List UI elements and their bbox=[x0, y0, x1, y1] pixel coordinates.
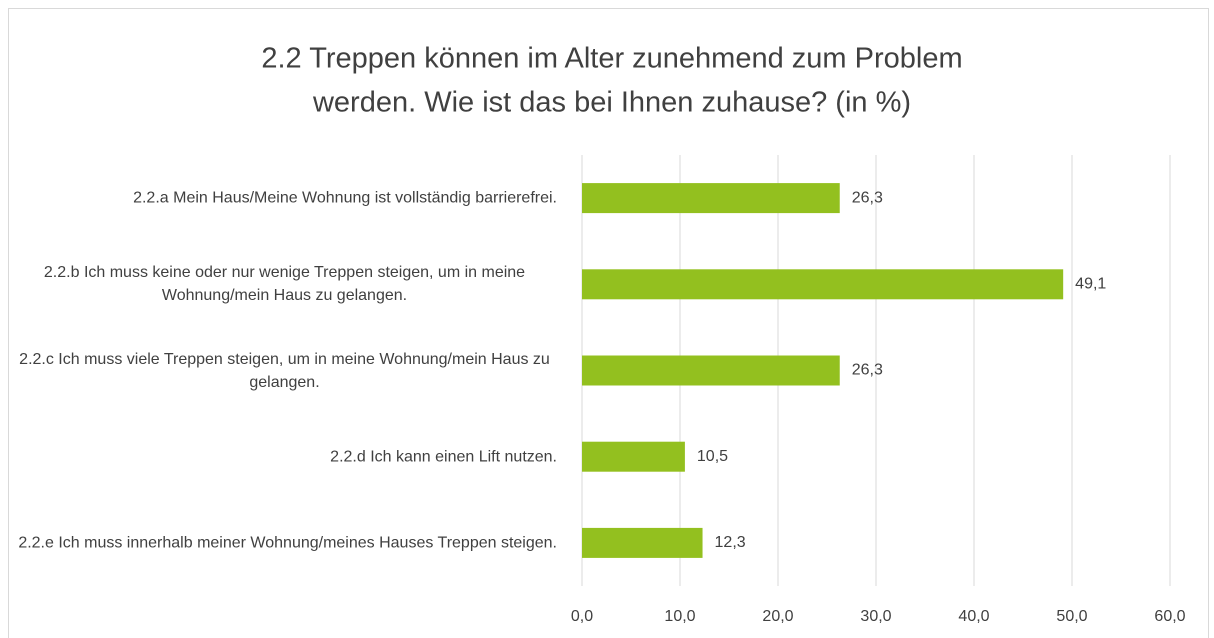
data-label: 12,3 bbox=[715, 534, 746, 551]
bar bbox=[582, 441, 685, 472]
data-label: 49,1 bbox=[1075, 276, 1106, 293]
bar bbox=[582, 183, 840, 214]
bar bbox=[582, 355, 840, 386]
y-tick-label: 2.2.b Ich muss keine oder nur wenige Tre… bbox=[43, 264, 526, 305]
data-label: 10,5 bbox=[697, 448, 728, 465]
x-tick-label: 60,0 bbox=[1154, 608, 1185, 625]
x-tick-label: 20,0 bbox=[762, 608, 793, 625]
data-label: 26,3 bbox=[852, 362, 883, 379]
x-tick-label: 30,0 bbox=[860, 608, 891, 625]
y-tick-label: 2.2.e Ich muss innerhalb meiner Wohnung/… bbox=[18, 534, 557, 552]
x-tick-label: 0,0 bbox=[571, 608, 593, 625]
y-tick-label: 2.2.d Ich kann einen Lift nutzen. bbox=[330, 448, 557, 466]
bar bbox=[582, 269, 1064, 300]
y-tick-label: 2.2.a Mein Haus/Meine Wohnung ist vollst… bbox=[133, 189, 557, 207]
x-tick-label: 50,0 bbox=[1056, 608, 1087, 625]
chart-title: 2.2 Treppen können im Alter zunehmend zu… bbox=[261, 43, 962, 75]
y-tick-label: 2.2.c Ich muss viele Treppen steigen, um… bbox=[19, 350, 550, 391]
chart-title: werden. Wie ist das bei Ihnen zuhause? (… bbox=[312, 87, 911, 119]
x-tick-label: 10,0 bbox=[664, 608, 695, 625]
bar bbox=[582, 527, 703, 558]
data-label: 26,3 bbox=[852, 189, 883, 206]
chart-border bbox=[8, 8, 1209, 638]
x-tick-label: 40,0 bbox=[958, 608, 989, 625]
